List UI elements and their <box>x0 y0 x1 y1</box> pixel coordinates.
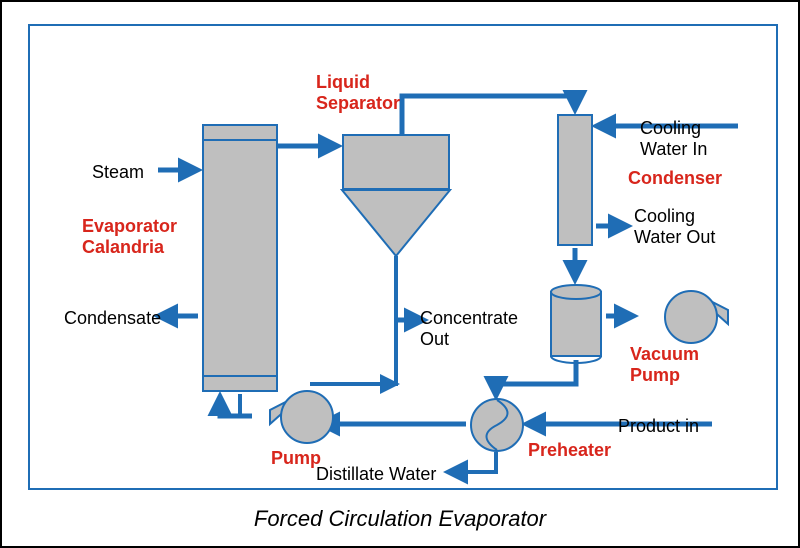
label-concentrate_out: ConcentrateOut <box>420 308 518 349</box>
separator_rect <box>342 134 450 190</box>
flow-line <box>402 96 575 134</box>
condenser <box>557 114 593 246</box>
label-preheater_label: Preheater <box>528 440 611 461</box>
flow-line <box>310 256 396 384</box>
label-product_in: Product in <box>618 416 699 437</box>
receiver <box>550 284 602 366</box>
canvas: LiquidSeparator Steam EvaporatorCalandria C… <box>0 0 800 548</box>
flow-line <box>466 452 496 472</box>
flow-line <box>220 396 252 416</box>
pump <box>268 390 334 446</box>
diagram-frame: LiquidSeparator Steam EvaporatorCalandria C… <box>28 24 778 490</box>
flow-line <box>496 360 576 396</box>
separator_funnel <box>340 190 452 260</box>
preheater <box>470 398 524 452</box>
label-cooling_in: CoolingWater In <box>640 118 707 159</box>
label-steam: Steam <box>92 162 144 183</box>
evaporator <box>202 124 278 392</box>
label-distillate: Distillate Water <box>316 464 436 485</box>
label-liquid_separator: LiquidSeparator <box>316 72 400 113</box>
label-condenser_label: Condenser <box>628 168 722 189</box>
diagram-caption: Forced Circulation Evaporator <box>2 506 798 532</box>
vacuum_pump <box>664 290 730 346</box>
label-pump_label: Pump <box>271 448 321 469</box>
label-evaporator_calandria: EvaporatorCalandria <box>82 216 177 257</box>
label-vacuum_pump_label: VacuumPump <box>630 344 699 385</box>
label-cooling_out: CoolingWater Out <box>634 206 715 247</box>
label-condensate: Condensate <box>64 308 161 329</box>
